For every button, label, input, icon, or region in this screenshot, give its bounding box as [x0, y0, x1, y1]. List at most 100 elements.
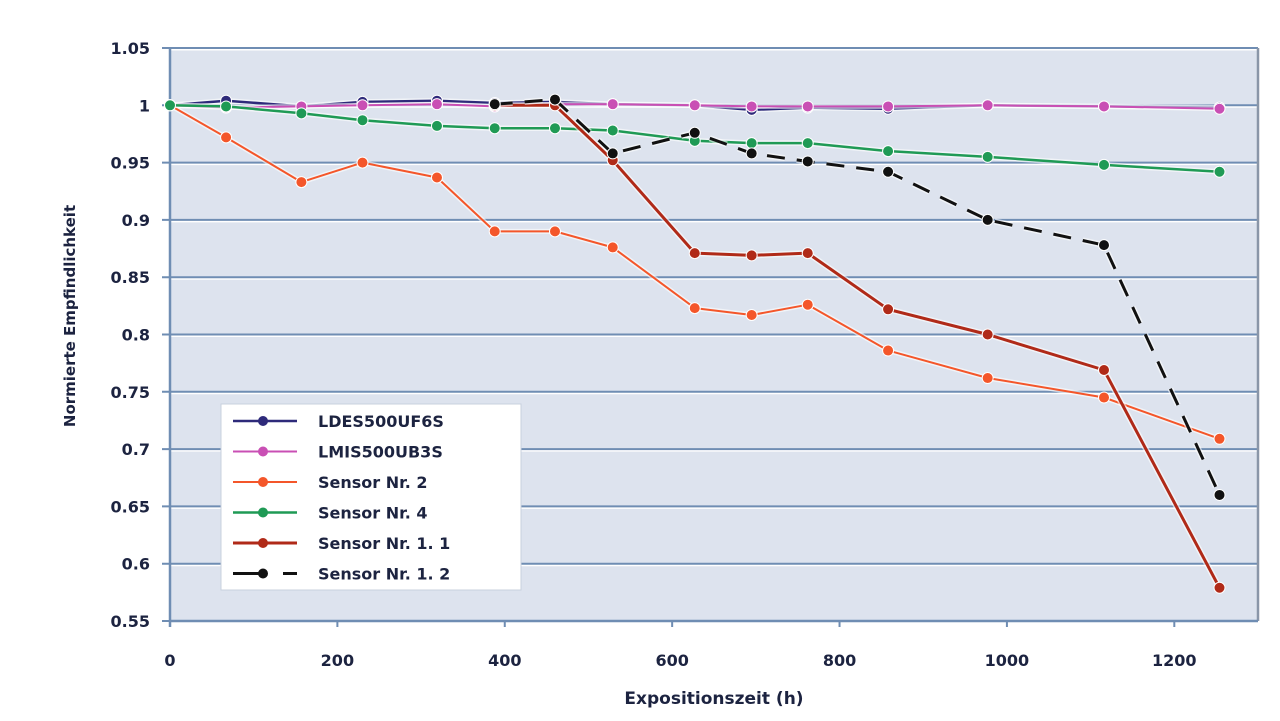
y-tick-label: 0.55 — [111, 612, 150, 631]
series-line — [494, 103, 1221, 589]
legend-item: Sensor Nr. 1. 2 — [233, 565, 450, 584]
data-point — [488, 122, 501, 135]
legend-marker — [258, 416, 268, 426]
y-tick-label: 0.85 — [111, 268, 150, 287]
data-point — [1098, 239, 1111, 252]
data-point — [430, 119, 443, 132]
data-point — [801, 247, 814, 260]
series-lines — [164, 93, 1226, 594]
legend-marker — [258, 568, 268, 579]
series-sensor-nr-1-1 — [488, 99, 1226, 594]
data-point — [801, 137, 814, 150]
y-tick-labels: 1.05 1 0.95 0.9 0.85 0.8 0.75 0.7 0.65 0.6 0.55 — [111, 39, 150, 631]
x-tick-label: 400 — [488, 651, 521, 670]
legend-label: LMIS500UB3S — [318, 443, 443, 462]
data-point — [801, 155, 814, 168]
x-tick-labels: 0 200 400 600 800 1000 1200 — [164, 651, 1196, 670]
data-point — [745, 147, 758, 160]
data-point — [1213, 165, 1226, 178]
y-tick-label: 0.7 — [122, 440, 150, 459]
data-point — [745, 249, 758, 262]
data-point — [220, 131, 233, 144]
y-tick-label: 1.05 — [111, 39, 150, 58]
y-tick-label: 0.8 — [122, 326, 150, 345]
data-point — [1098, 391, 1111, 404]
data-point — [801, 298, 814, 311]
axes — [168, 48, 1260, 627]
data-point — [430, 98, 443, 111]
data-point — [745, 137, 758, 150]
y-tick-label: 0.6 — [122, 555, 150, 574]
data-point — [356, 156, 369, 169]
data-point — [981, 328, 994, 341]
legend-item: Sensor Nr. 2 — [233, 473, 428, 492]
x-tick-label: 600 — [655, 651, 688, 670]
legend-item: Sensor Nr. 1. 1 — [233, 534, 450, 553]
data-point — [164, 99, 176, 112]
data-point — [488, 98, 501, 111]
series-sensor-nr-1-2 — [488, 93, 1226, 501]
legend-label: Sensor Nr. 2 — [318, 473, 428, 492]
legend-marker — [258, 507, 268, 518]
legend-item: LMIS500UB3S — [233, 443, 443, 462]
data-point — [1098, 100, 1111, 113]
data-point — [745, 309, 758, 322]
legend-label: Sensor Nr. 4 — [318, 504, 428, 523]
data-point — [606, 147, 619, 160]
data-point — [882, 303, 895, 316]
data-point — [688, 302, 701, 315]
y-tick-label: 0.65 — [111, 497, 150, 516]
data-point — [882, 145, 895, 158]
legend-marker — [258, 446, 268, 457]
data-point — [356, 114, 369, 127]
data-point — [1098, 364, 1111, 377]
x-tick-label: 0 — [164, 651, 175, 670]
y-tick-label: 0.9 — [122, 211, 150, 230]
legend-label: Sensor Nr. 1. 2 — [318, 565, 450, 584]
y-tick-label: 0.95 — [111, 154, 150, 173]
data-point — [548, 93, 561, 106]
x-axis-title: Expositionszeit (h) — [624, 689, 803, 709]
data-point — [1098, 158, 1111, 171]
x-tick-label: 1000 — [985, 651, 1030, 670]
data-point — [688, 99, 701, 112]
legend: LDES500UF6S LMIS500UB3S Sensor Nr. 2 Sensor… — [220, 403, 522, 591]
legend-label: LDES500UF6S — [318, 412, 444, 431]
data-point — [882, 344, 895, 357]
legend-item: Sensor Nr. 4 — [233, 504, 428, 523]
data-point — [430, 171, 443, 184]
data-point — [801, 100, 814, 113]
data-point — [981, 213, 994, 226]
series-sensor-nr-2 — [164, 99, 1226, 445]
data-point — [1213, 432, 1226, 445]
x-tick-label: 200 — [321, 651, 354, 670]
series-sensor-nr-4 — [164, 99, 1226, 178]
series-line — [494, 98, 1221, 496]
data-point — [606, 241, 619, 254]
data-point — [882, 165, 895, 178]
data-point — [356, 99, 369, 112]
data-point — [488, 225, 501, 238]
data-point — [688, 126, 701, 139]
legend-marker — [258, 477, 268, 487]
data-point — [981, 372, 994, 385]
data-point — [981, 150, 994, 163]
legend-marker — [258, 538, 268, 548]
data-point — [220, 100, 233, 113]
y-axis-title: Normierte Empfindlichkeit — [61, 205, 79, 427]
y-tick-label: 1 — [139, 96, 150, 115]
y-tick-label: 0.75 — [111, 383, 150, 402]
data-point — [882, 100, 895, 113]
data-point — [688, 247, 701, 260]
data-point — [1213, 581, 1226, 594]
data-point — [606, 98, 619, 111]
data-point — [1213, 488, 1226, 501]
data-point — [295, 107, 308, 120]
data-point — [606, 124, 619, 137]
data-point — [548, 122, 561, 135]
legend-box — [220, 403, 522, 591]
legend-item: LDES500UF6S — [233, 412, 444, 431]
data-point — [981, 99, 994, 112]
legend-label: Sensor Nr. 1. 1 — [318, 534, 450, 553]
